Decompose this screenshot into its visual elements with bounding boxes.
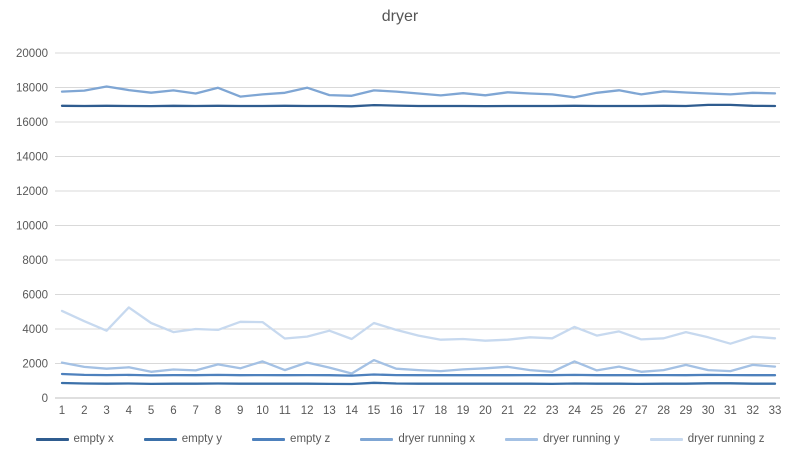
y-axis-label: 14000	[16, 152, 48, 164]
chart-legend: empty x empty y empty z dryer running x drye…	[0, 433, 800, 445]
chart-title: dryer	[381, 8, 419, 25]
x-axis-label: 22	[524, 405, 537, 417]
x-axis-label: 15	[368, 405, 381, 417]
y-axis-label: 12000	[16, 186, 48, 198]
legend-item-dryer-running-y[interactable]: dryer running y	[505, 433, 620, 445]
y-axis-label: 6000	[22, 290, 48, 302]
y-axis-label: 8000	[22, 255, 48, 267]
x-axis-label: 8	[215, 405, 221, 417]
series-line-empty-z[interactable]	[60, 372, 777, 377]
legend-swatch	[143, 437, 177, 441]
legend-item-dryer-running-z[interactable]: dryer running z	[649, 433, 765, 445]
series-line-dryer-running-z[interactable]	[60, 306, 777, 345]
x-axis-label: 24	[568, 405, 581, 417]
x-axis-label: 26	[613, 405, 626, 417]
x-axis-label: 9	[237, 405, 243, 417]
legend-swatch	[252, 437, 286, 441]
legend-item-dryer-running-x[interactable]: dryer running x	[360, 433, 475, 445]
legend-swatch	[360, 437, 394, 441]
legend-item-empty-z[interactable]: empty z	[252, 433, 330, 445]
x-axis-label: 20	[479, 405, 492, 417]
y-axis-label: 4000	[22, 324, 48, 336]
legend-label: empty y	[181, 433, 223, 445]
legend-item-empty-x[interactable]: empty x	[35, 433, 114, 445]
legend-swatch	[505, 437, 539, 441]
x-axis-label: 19	[457, 405, 470, 417]
x-axis-label: 4	[126, 405, 133, 417]
x-axis-label: 1	[59, 405, 65, 417]
y-axis-label: 18000	[16, 83, 48, 95]
x-axis-label: 13	[323, 405, 336, 417]
series-line-dryer-running-y[interactable]	[60, 358, 777, 375]
x-axis-label: 10	[256, 405, 269, 417]
y-axis-label: 10000	[16, 221, 48, 233]
x-axis-label: 7	[192, 405, 198, 417]
legend-swatch	[35, 437, 69, 441]
x-axis-label: 28	[657, 405, 670, 417]
x-axis-label: 17	[412, 405, 425, 417]
x-axis-label: 21	[501, 405, 514, 417]
series-line-empty-x[interactable]	[60, 103, 777, 108]
legend-item-empty-y[interactable]: empty y	[143, 433, 223, 445]
x-axis-label: 25	[590, 405, 603, 417]
x-axis-label: 30	[702, 405, 715, 417]
x-axis-label: 3	[103, 405, 109, 417]
x-axis-label: 2	[81, 405, 87, 417]
chart-plot-area: 0 2000 4000 6000 8000 10000 12000 14000 16000 180…	[16, 48, 782, 417]
x-axis-label: 16	[390, 405, 403, 417]
x-axis-label: 5	[148, 405, 154, 417]
series-line-dryer-running-x[interactable]	[60, 85, 777, 99]
legend-label: empty x	[73, 433, 114, 445]
x-axis-label: 32	[746, 405, 759, 417]
x-axis-label: 31	[724, 405, 737, 417]
legend-label: dryer running y	[543, 433, 620, 445]
y-axis-label: 2000	[22, 359, 48, 371]
x-axis-label: 23	[546, 405, 559, 417]
series-line-empty-y[interactable]	[60, 381, 777, 386]
legend-label: empty z	[290, 433, 331, 445]
x-axis-label: 14	[345, 405, 358, 417]
x-axis-label: 6	[170, 405, 176, 417]
x-axis-label: 29	[679, 405, 692, 417]
legend-swatch	[649, 437, 683, 441]
x-axis-label: 11	[279, 405, 291, 417]
legend-label: dryer running z	[687, 433, 765, 445]
legend-label: dryer running x	[398, 433, 476, 445]
x-axis-label: 33	[769, 405, 782, 417]
x-axis-label: 18	[434, 405, 447, 417]
y-axis-label: 20000	[16, 48, 48, 60]
y-axis-label: 0	[42, 393, 48, 405]
y-axis-label: 16000	[16, 117, 48, 129]
x-axis-label: 12	[301, 405, 314, 417]
x-axis-label: 27	[635, 405, 648, 417]
